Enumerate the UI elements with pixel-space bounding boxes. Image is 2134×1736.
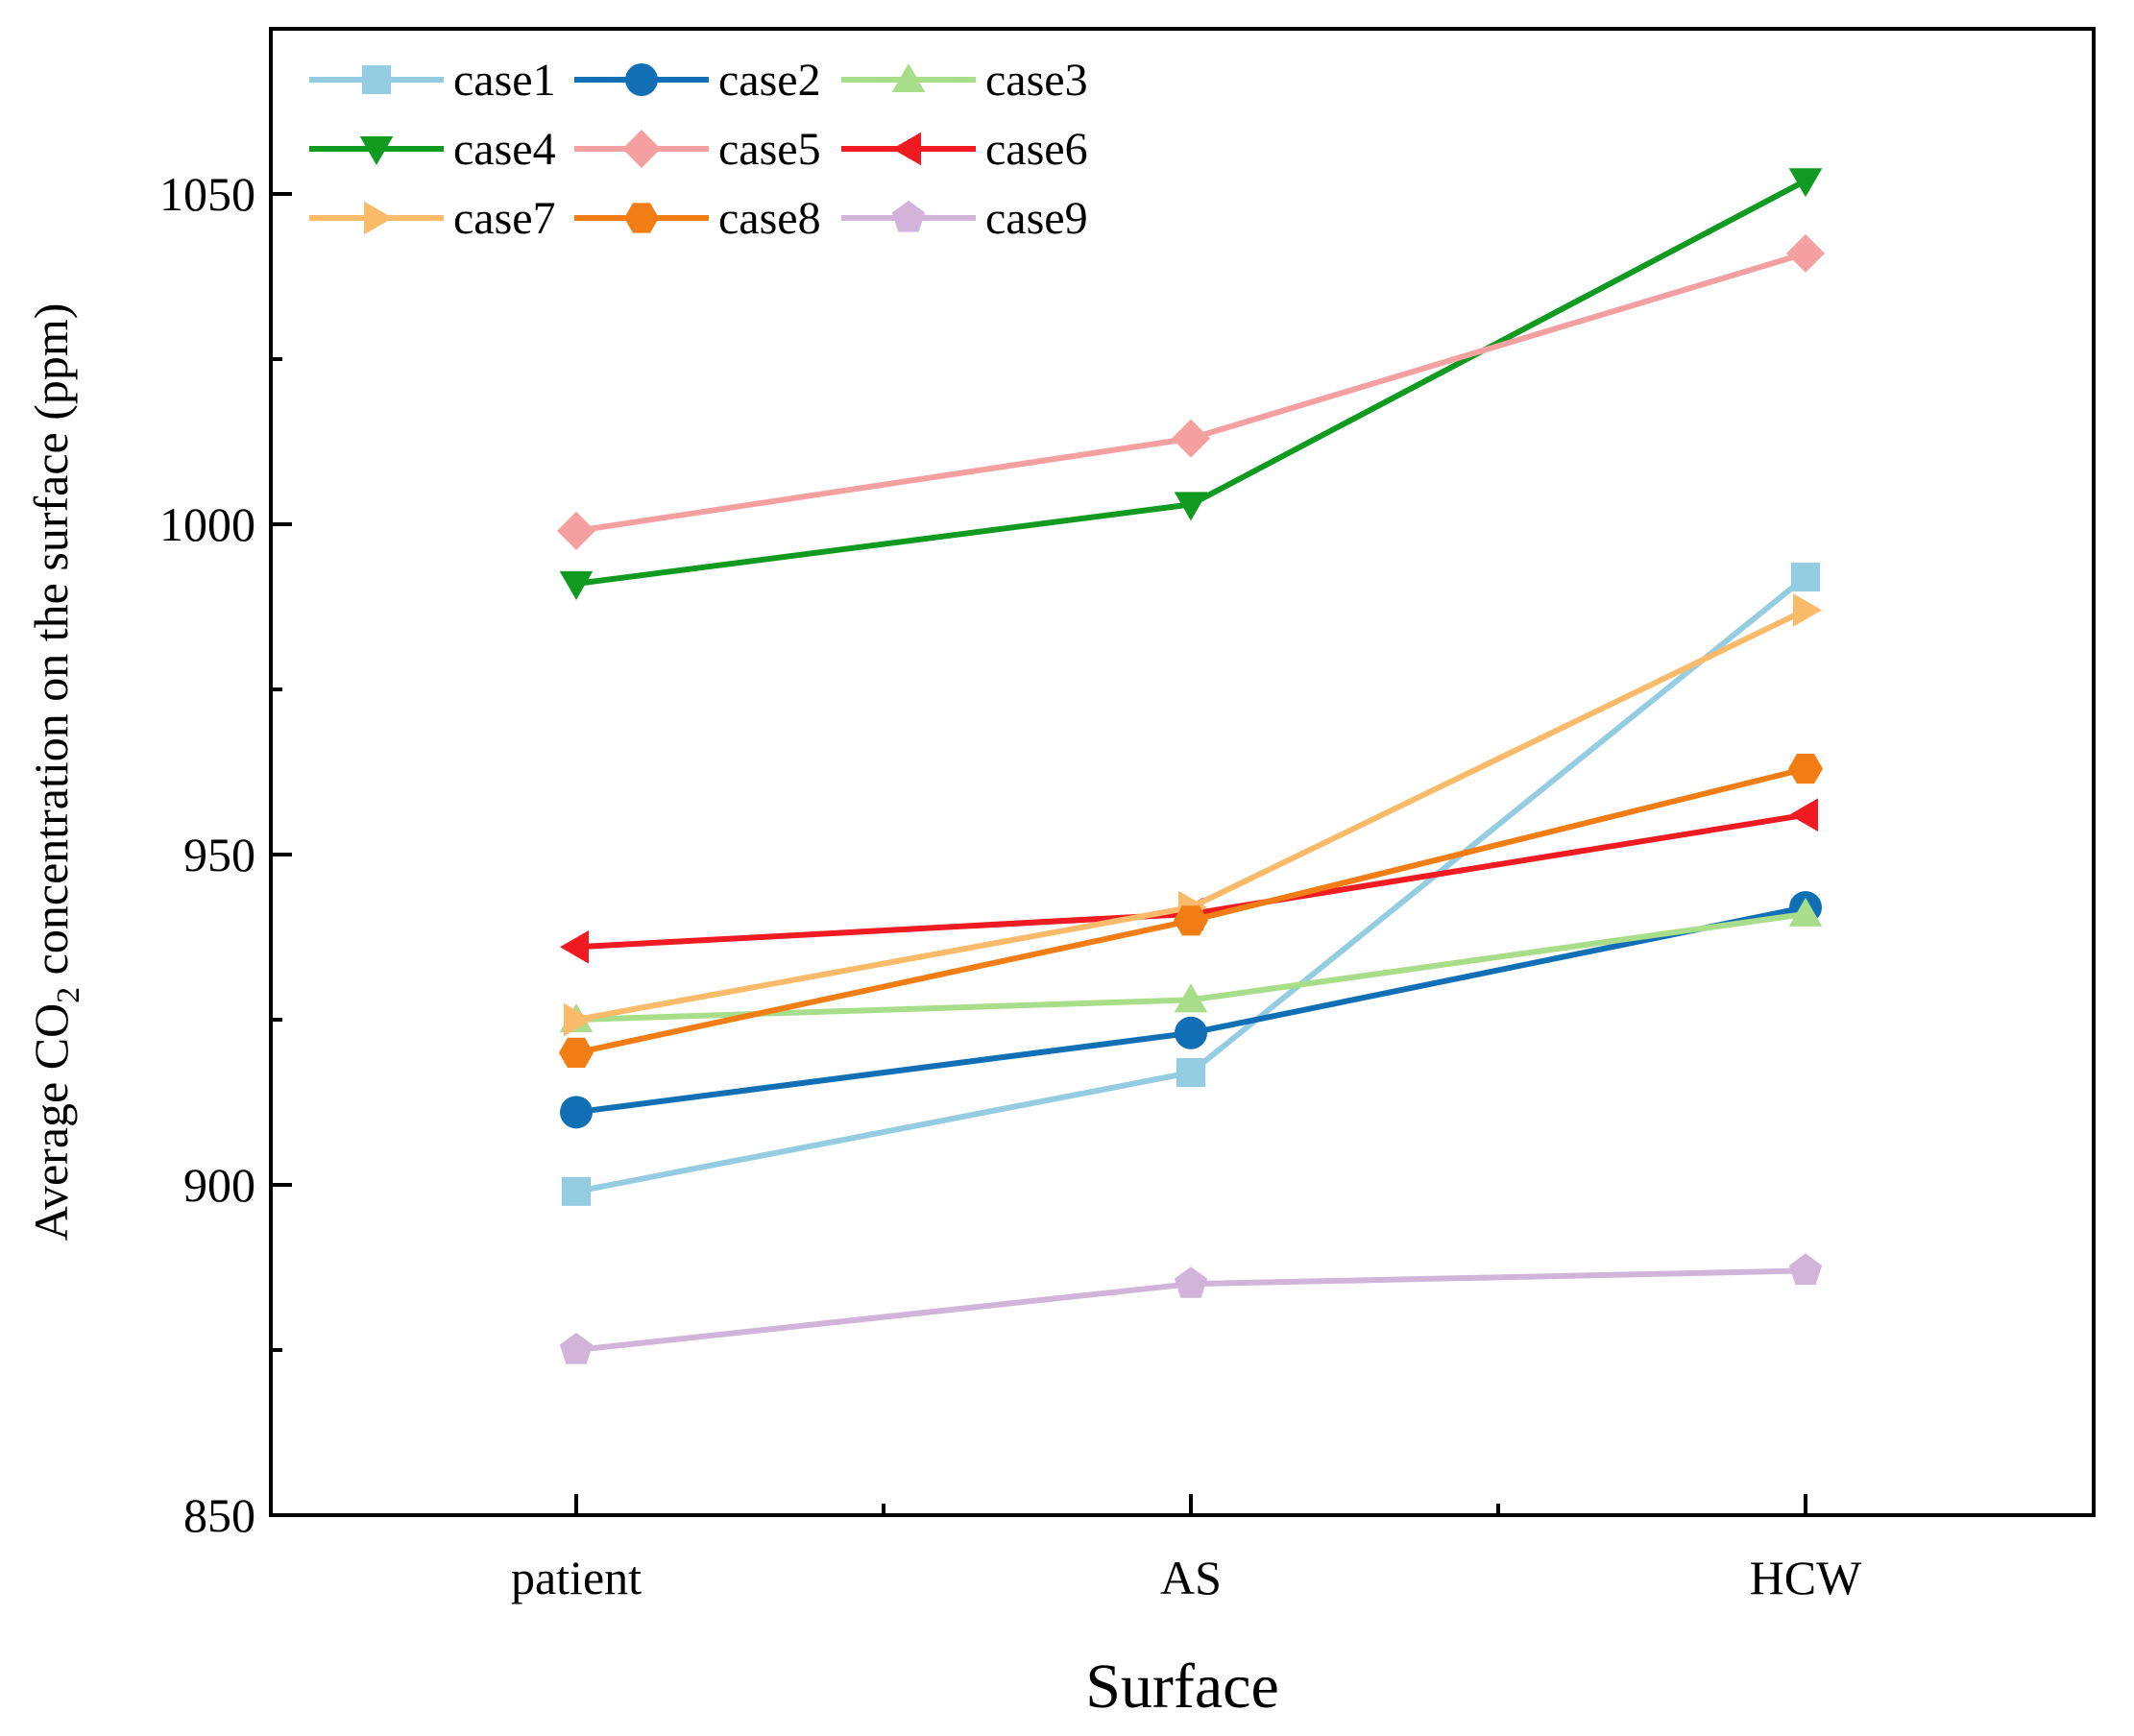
y-tick-label: 1050 — [159, 167, 255, 221]
case7-point-patient — [564, 1002, 593, 1037]
legend-item-case7: case7 — [309, 193, 556, 244]
series-case4 — [559, 168, 1823, 600]
legend-item-case1: case1 — [309, 55, 556, 106]
legend-swatch-marker — [624, 203, 659, 233]
legend-swatch-marker — [625, 63, 658, 96]
legend-swatch-marker — [891, 63, 926, 92]
case1-point-as — [1176, 1058, 1205, 1088]
legend-swatch-marker — [364, 201, 393, 235]
x-tick-label-as: AS — [1160, 1551, 1222, 1604]
case9-point-hcw — [1788, 1253, 1823, 1285]
x-tick-label-patient: patient — [511, 1551, 642, 1604]
case3-point-as — [1174, 983, 1208, 1013]
case5-point-hcw — [1786, 233, 1825, 273]
y-tick-label: 1000 — [159, 497, 255, 551]
case8-point-hcw — [1788, 754, 1823, 784]
legend-swatch-marker — [359, 136, 394, 165]
legend-label-case8: case8 — [718, 193, 821, 244]
case2-point-as — [1175, 1016, 1207, 1049]
legend-label-case6: case6 — [985, 124, 1088, 175]
legend-item-case6: case6 — [841, 124, 1088, 175]
y-tick-label: 850 — [183, 1488, 255, 1542]
case4-point-hcw — [1788, 168, 1823, 198]
legend-swatch-marker — [891, 201, 926, 232]
legend-label-case3: case3 — [985, 55, 1088, 106]
legend-label-case4: case4 — [453, 124, 556, 175]
legend-swatch-marker — [892, 132, 921, 166]
case4-point-as — [1174, 492, 1208, 521]
case6-point-patient — [560, 930, 589, 964]
case2-point-patient — [560, 1096, 593, 1129]
legend-label-case7: case7 — [453, 193, 556, 244]
legend-label-case5: case5 — [718, 124, 821, 175]
legend-item-case5: case5 — [574, 124, 821, 175]
legend-item-case9: case9 — [841, 193, 1088, 244]
legend-label-case9: case9 — [985, 193, 1088, 244]
series-case5 — [557, 233, 1825, 550]
case8-point-as — [1174, 905, 1208, 936]
series-case1 — [562, 563, 1820, 1206]
y-tick-label: 950 — [183, 828, 255, 881]
legend-item-case8: case8 — [574, 193, 821, 244]
case9-point-as — [1174, 1266, 1208, 1298]
y-axis-title: Average CO2 concentration on the surface… — [24, 303, 86, 1242]
case1-point-hcw — [1791, 563, 1820, 592]
series-case9 — [559, 1253, 1823, 1364]
plot-frame — [269, 27, 2096, 1517]
legend-swatch-marker — [622, 130, 661, 168]
case7-point-hcw — [1793, 593, 1822, 627]
case4-point-patient — [559, 570, 594, 600]
legend-swatch-marker — [362, 65, 391, 94]
case8-point-patient — [559, 1037, 594, 1068]
legend-item-case2: case2 — [574, 55, 821, 106]
case3-point-hcw — [1788, 897, 1823, 927]
series-case8 — [559, 754, 1823, 1068]
plot-area — [557, 168, 1825, 1364]
y-tick-label: 900 — [183, 1158, 255, 1212]
case1-line — [575, 574, 1807, 1194]
case9-point-patient — [559, 1333, 594, 1364]
y-axis-title-subscript: 2 — [51, 987, 86, 1003]
legend: case1 case2 case3 case4 case5 case6 case7 case8… — [309, 55, 1088, 244]
case1-point-patient — [562, 1176, 591, 1206]
case6-point-hcw — [1789, 798, 1818, 832]
x-tick-label-hcw: HCW — [1750, 1551, 1862, 1604]
axes: 850 900 950 1000 1050 patient AS HCW — [159, 167, 1862, 1604]
legend-item-case3: case3 — [841, 55, 1088, 106]
legend-item-case4: case4 — [309, 124, 556, 175]
legend-label-case1: case1 — [453, 55, 556, 106]
x-axis-title: Surface — [1085, 1652, 1279, 1722]
series-case7 — [564, 593, 1822, 1037]
legend-label-case2: case2 — [718, 55, 821, 106]
series-case3 — [559, 897, 1823, 1032]
case5-point-as — [1172, 419, 1210, 458]
y-axis-title-rest: concentration on the surface (ppm) — [24, 303, 78, 987]
y-axis-title-main: Average CO — [24, 1003, 78, 1242]
case5-line — [575, 251, 1807, 534]
case5-point-patient — [557, 511, 595, 550]
